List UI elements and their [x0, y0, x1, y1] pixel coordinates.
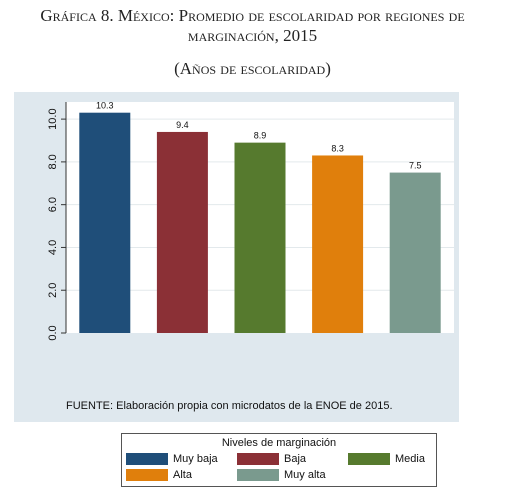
legend-swatch	[126, 469, 168, 481]
chart-subtitle: (Años de escolaridad)	[174, 59, 331, 78]
legend: Niveles de marginación Muy baja Baja Med…	[121, 433, 437, 487]
y-tick-label: 10.0	[47, 108, 59, 129]
legend-swatch	[237, 453, 279, 465]
bar-value-label: 9.4	[176, 120, 189, 130]
legend-label: Muy baja	[173, 453, 218, 465]
bar-chart: 0.0 2.0 4.0 6.0 8.0 10.0 10.3 9.4 8.9 8.3 7.5	[47, 101, 454, 341]
y-tick-label: 8.0	[47, 154, 59, 169]
source-note: FUENTE: Elaboración propia con microdato…	[66, 400, 393, 412]
bar-value-label: 10.3	[96, 101, 114, 111]
legend-title: Niveles de marginación	[221, 437, 337, 449]
legend-label: Baja	[284, 453, 307, 465]
bar-value-label: 7.5	[409, 161, 422, 171]
y-tick-label: 4.0	[47, 240, 59, 255]
bar-baja	[156, 131, 208, 333]
bar-muy-baja	[79, 112, 131, 333]
y-tick-label: 2.0	[47, 283, 59, 298]
legend-swatch	[126, 453, 168, 465]
legend-label: Muy alta	[284, 469, 326, 481]
y-tick-label: 6.0	[47, 197, 59, 212]
bar-media	[234, 142, 286, 333]
legend-swatch	[237, 469, 279, 481]
bar-value-label: 8.3	[331, 143, 344, 153]
legend-swatch	[348, 453, 390, 465]
bar-alta	[312, 155, 364, 333]
bar-value-label: 8.9	[254, 131, 267, 141]
chart-title: Gráfica 8. México: Promedio de escolarid…	[40, 6, 465, 45]
legend-label: Media	[395, 453, 425, 465]
y-tick-label: 0.0	[47, 325, 59, 340]
legend-label: Alta	[173, 469, 192, 481]
chart-panel: 0.0 2.0 4.0 6.0 8.0 10.0 10.3 9.4 8.9 8.3 7.5 Nive…	[14, 92, 459, 487]
bar-muy-alta	[389, 172, 441, 333]
